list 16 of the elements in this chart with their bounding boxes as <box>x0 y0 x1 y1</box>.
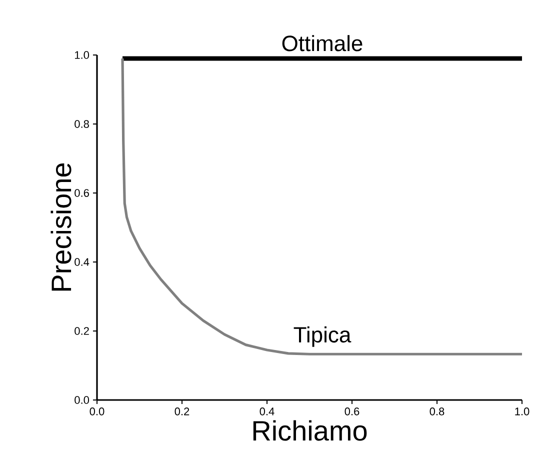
y-tick-label: 0.6 <box>74 189 89 197</box>
y-axis-title: Precisione <box>50 163 72 291</box>
series-label: Ottimale <box>282 35 362 52</box>
x-tick-label: 0.4 <box>260 408 274 416</box>
x-tick-label: 0.6 <box>344 408 360 416</box>
series-label: Tipica <box>294 326 352 347</box>
x-axis-title: Richiamo <box>253 420 367 441</box>
x-tick-label: 1.0 <box>515 408 530 416</box>
x-tick-label: 0.2 <box>174 408 190 416</box>
y-tick-label: 0.8 <box>74 120 89 128</box>
x-tick-label: 0.0 <box>90 408 104 416</box>
y-tick-label: 1.0 <box>75 51 90 59</box>
x-tick-label: 0.8 <box>430 408 444 416</box>
y-tick-label: 0.2 <box>74 327 89 335</box>
y-tick-label: 0.4 <box>74 258 90 266</box>
y-tick-label: 0.0 <box>74 396 90 404</box>
